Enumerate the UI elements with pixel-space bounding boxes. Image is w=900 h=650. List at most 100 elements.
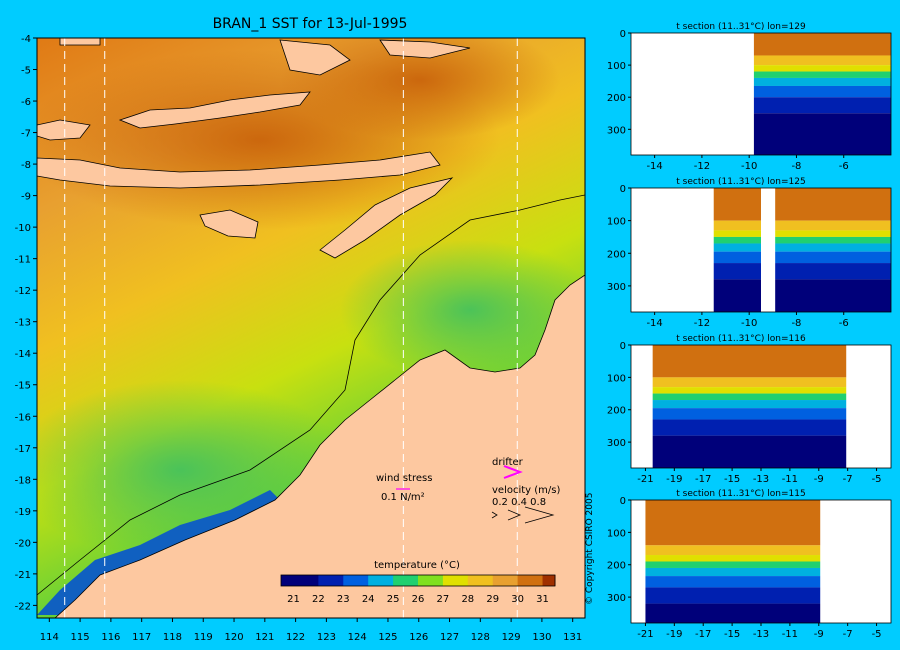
section-x-tick-label: -10 <box>741 161 757 172</box>
section-temperature-band <box>652 393 847 401</box>
indonesian-islands <box>37 38 471 259</box>
map-x-tick-label: 124 <box>348 632 367 643</box>
section-x-tick-label: -13 <box>753 629 769 640</box>
section-title: t section (11..31°C) lon=115 <box>676 489 805 499</box>
section-x-tick-label: -10 <box>741 318 757 329</box>
section-y-tick-label: 100 <box>607 61 626 72</box>
map-x-tick-label: 128 <box>471 632 490 643</box>
velocity-legend: velocity (m/s) 0.2 0.4 0.8 <box>491 485 560 524</box>
map-x-tick-label: 126 <box>409 632 428 643</box>
colorbar-tick-label: 23 <box>337 594 350 605</box>
australia-land <box>54 274 585 618</box>
section-panel: t section (11..31°C) lon=116 -21 -19 -17 -15… <box>607 334 892 485</box>
section-temperature-band <box>753 97 891 114</box>
section-temperature-band <box>753 85 891 98</box>
copyright-text: © Copyright CSIRO 2005 <box>585 492 595 605</box>
section-x-tick-label: -14 <box>646 318 662 329</box>
section-land-gap <box>761 188 776 312</box>
colorbar-tick-label: 31 <box>536 594 549 605</box>
section-temperature-band <box>645 545 821 556</box>
section-frame <box>630 32 892 156</box>
colorbar-tick-label: 24 <box>362 594 375 605</box>
section-temperature-band <box>645 561 821 568</box>
section-temperature-band <box>652 400 847 409</box>
colorbar-tick-label: 28 <box>461 594 474 605</box>
colorbar-tick-label: 25 <box>387 594 400 605</box>
section-x-tick-label: -17 <box>695 629 711 640</box>
map-x-tick-label: 121 <box>255 632 274 643</box>
section-temperature-band <box>753 71 891 78</box>
section-temperature-band <box>645 603 821 623</box>
wind-stress-legend: wind stress 0.1 N/m² <box>376 473 432 503</box>
section-y-tick-label: 200 <box>607 93 626 104</box>
colorbar-cell <box>505 575 519 586</box>
colorbar-tick-label: 29 <box>486 594 499 605</box>
map-x-tick-label: 129 <box>502 632 521 643</box>
colorbar-frame <box>280 574 556 587</box>
section-panels: t section (11..31°C) lon=129 -14 -12 -10 -8 -… <box>607 22 892 640</box>
map-y-tick-label: -20 <box>15 538 31 549</box>
colorbar-cell <box>330 575 344 586</box>
map-y-tick-label: -13 <box>15 318 31 329</box>
map-x-tick-label: 127 <box>440 632 459 643</box>
section-y-tick-label: 100 <box>607 217 626 228</box>
map-x-tick-label: 119 <box>194 632 213 643</box>
section-y-tick-label: 100 <box>607 528 626 539</box>
map-y-tick-label: -19 <box>15 507 31 518</box>
velocity-values: 0.2 0.4 0.8 <box>492 497 546 508</box>
section-x-tick-label: -19 <box>666 629 682 640</box>
section-temperature-band <box>713 263 891 280</box>
section-temperature-band <box>645 587 821 604</box>
map-y-tick-label: -6 <box>21 97 31 108</box>
colorbar-cell <box>393 575 407 586</box>
colorbar-cell <box>418 575 431 586</box>
section-x-tick-label: -14 <box>646 161 662 172</box>
section-x-tick-label: -11 <box>782 474 798 485</box>
colorbar-cell <box>467 575 481 586</box>
velocity-arrow-large <box>524 506 555 524</box>
section-temperature-band <box>713 279 891 312</box>
section-temperature-band <box>713 230 891 237</box>
section-temperature-band <box>713 251 891 264</box>
colorbar-cell <box>480 575 494 586</box>
main-map: BRAN_1 SST for 13-Jul-1995 <box>15 16 586 643</box>
colorbar-cell <box>492 575 506 586</box>
section-temperature-band <box>753 33 891 56</box>
colorbar-cells <box>281 575 556 586</box>
section-x-tick-label: -17 <box>695 474 711 485</box>
section-temperature-band <box>645 576 821 588</box>
section-x-tick-label: -6 <box>839 161 849 172</box>
map-y-tick-label: -17 <box>15 444 31 455</box>
section-y-tick-label: 200 <box>607 406 626 417</box>
wind-stress-title: wind stress <box>376 473 432 484</box>
section-y-tick-label: 100 <box>607 373 626 384</box>
cool-shelf-water <box>340 240 585 380</box>
map-x-tick-label: 131 <box>563 632 582 643</box>
colorbar-tick-label: 22 <box>312 594 325 605</box>
map-x-tick-label: 122 <box>286 632 305 643</box>
section-temperature-band <box>713 236 891 244</box>
section-x-tick-label: -8 <box>791 161 801 172</box>
colorbar-cell <box>343 575 357 586</box>
section-x-tick-label: -7 <box>843 474 853 485</box>
section-y-tick-label: 0 <box>620 341 626 352</box>
colorbar-tick-label: 30 <box>511 594 524 605</box>
section-x-tick-label: -6 <box>839 318 849 329</box>
section-temperature-band <box>753 65 891 72</box>
section-temperature-band <box>713 243 891 252</box>
map-x-tick-label: 125 <box>378 632 397 643</box>
section-y-tick-label: 0 <box>620 29 626 40</box>
colorbar-cell <box>430 575 444 586</box>
section-temperature-band <box>652 345 847 378</box>
colorbar-cell <box>405 575 419 586</box>
section-y-tick-label: 300 <box>607 125 626 136</box>
colorbar-cell <box>530 575 544 586</box>
colorbar-cell <box>380 575 394 586</box>
map-y-tick-label: -18 <box>15 475 31 486</box>
colorbar-ticks: 21 22 23 24 25 26 27 28 29 30 31 <box>287 594 549 605</box>
colorbar-label: temperature (°C) <box>374 560 460 571</box>
map-y-tick-label: -16 <box>15 412 31 423</box>
colorbar-tick-label: 21 <box>287 594 300 605</box>
velocity-arrow-small <box>491 511 498 519</box>
